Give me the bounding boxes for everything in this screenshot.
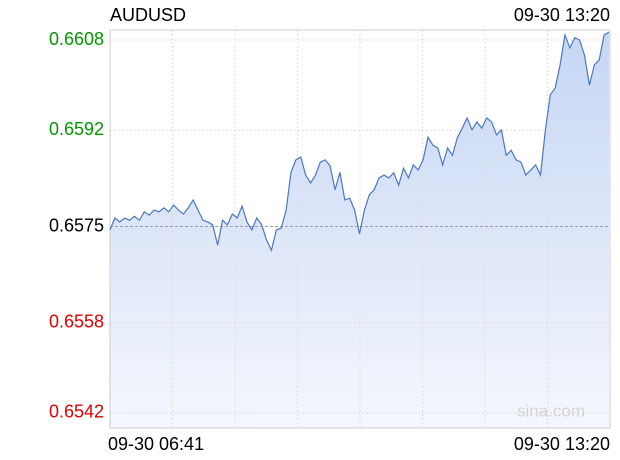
x-tick-label: 09-30 06:41 bbox=[108, 434, 204, 454]
y-tick-label: 0.6592 bbox=[49, 119, 104, 139]
price-line bbox=[109, 31, 610, 253]
y-tick-label: 0.6575 bbox=[49, 215, 104, 235]
y-tick-label: 0.6558 bbox=[49, 311, 104, 331]
watermark: sina.com bbox=[517, 401, 585, 420]
updated-time: 09-30 13:20 bbox=[514, 5, 610, 25]
area bbox=[110, 32, 609, 429]
y-tick-label: 0.6542 bbox=[49, 402, 104, 422]
x-tick-label: 09-30 13:20 bbox=[514, 434, 610, 454]
y-tick-label: 0.6608 bbox=[49, 29, 104, 49]
chart-title: AUDUSD bbox=[110, 5, 186, 25]
